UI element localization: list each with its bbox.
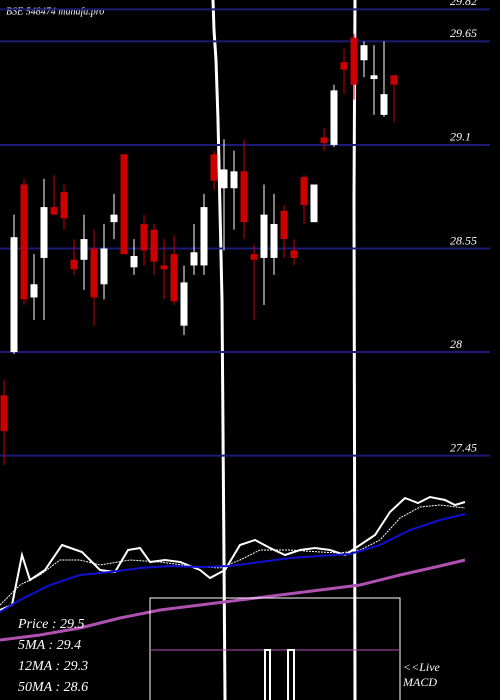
candle-body <box>10 237 18 353</box>
candle-body <box>200 207 208 266</box>
candle-body <box>250 254 258 260</box>
ma12-line <box>0 513 466 613</box>
candle-body <box>300 176 308 206</box>
candle-body <box>290 250 298 258</box>
candle-body <box>150 229 158 262</box>
candle-body <box>360 45 368 61</box>
y-tick-label: 28 <box>450 337 462 351</box>
candle-body <box>130 256 138 268</box>
candle-body <box>90 248 98 298</box>
candle-body <box>370 75 378 80</box>
candle-body <box>180 282 188 326</box>
candle-body <box>80 239 88 260</box>
candle-body <box>60 192 68 219</box>
candle-body <box>390 75 398 85</box>
info-label: Price : 29.5 <box>17 617 84 632</box>
y-tick-label: 29.65 <box>450 26 477 40</box>
overlay <box>0 0 466 700</box>
macd-box <box>149 597 401 700</box>
ma5-line <box>0 504 466 606</box>
candle-body <box>140 224 148 251</box>
candle-body <box>20 184 28 300</box>
candle-body <box>170 254 178 302</box>
candle-body <box>210 154 218 181</box>
candle-body <box>270 224 278 258</box>
candle-body <box>30 284 38 298</box>
candle-body <box>260 214 268 258</box>
candle-body <box>230 171 238 189</box>
vertical-indicator <box>352 0 357 700</box>
vertical-indicator <box>211 0 227 700</box>
candle-body <box>350 37 358 85</box>
panel-label: <<Live <box>403 660 441 674</box>
y-tick-label: 29.82 <box>450 0 477 8</box>
chart-title: BSE 548474 munafa.pro <box>6 6 104 17</box>
info-label: 5MA : 29.4 <box>18 638 81 653</box>
candle-body <box>40 207 48 258</box>
y-tick-label: 29.1 <box>450 130 471 144</box>
macd-bars <box>264 649 295 700</box>
price-line <box>0 495 466 611</box>
candle-body <box>310 184 318 223</box>
y-tick-label: 28.55 <box>450 233 477 247</box>
candle-body <box>120 154 128 255</box>
candle-body <box>0 395 8 432</box>
info-label: 50MA : 28.6 <box>18 680 88 695</box>
candle-body <box>70 259 78 270</box>
candle-body <box>340 62 348 70</box>
candle-body <box>240 171 248 223</box>
panel-label: MACD <box>402 675 437 689</box>
candle-body <box>220 169 228 189</box>
candle-body <box>320 137 328 144</box>
candle-body <box>50 207 58 215</box>
candle-body <box>190 252 198 266</box>
ma50-line <box>0 558 466 642</box>
candle-body <box>380 94 388 115</box>
info-label: 12MA : 29.3 <box>18 659 88 674</box>
y-tick-label: 27.45 <box>450 440 477 454</box>
candle-body <box>330 90 338 145</box>
candle-body <box>160 265 168 270</box>
candle-body <box>280 210 288 240</box>
candle-body <box>100 248 108 285</box>
candle-body <box>110 214 118 223</box>
